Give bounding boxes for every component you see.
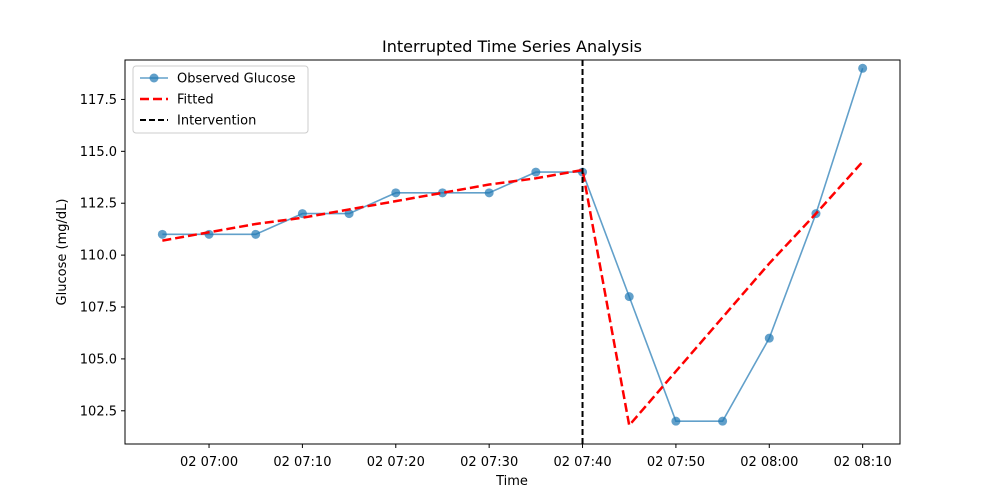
plot-area bbox=[157, 60, 868, 444]
chart-title: Interrupted Time Series Analysis bbox=[382, 37, 642, 56]
y-tick-label: 115.0 bbox=[80, 145, 117, 160]
observed-point bbox=[718, 416, 728, 426]
x-axis: 02 07:00 02 07:10 02 07:20 02 07:30 02 07:40… bbox=[180, 444, 892, 470]
observed-point bbox=[437, 188, 447, 198]
observed-point bbox=[251, 229, 261, 239]
x-tick-label: 02 07:00 bbox=[180, 455, 238, 470]
legend-label: Fitted bbox=[177, 93, 214, 108]
y-tick-label: 102.5 bbox=[80, 404, 117, 419]
x-tick-label: 02 07:20 bbox=[367, 455, 425, 470]
legend: Observed Glucose Fitted Intervention bbox=[132, 65, 309, 134]
plot-frame bbox=[124, 59, 901, 445]
y-tick-label: 105.0 bbox=[80, 352, 117, 367]
y-axis-title: Glucose (mg/dL) bbox=[55, 199, 70, 306]
fitted-line bbox=[162, 160, 864, 429]
x-tick-label: 02 07:50 bbox=[647, 455, 705, 470]
observed-point bbox=[157, 229, 167, 239]
legend-box bbox=[132, 65, 309, 134]
observed-point bbox=[297, 209, 307, 219]
x-tick-label: 02 08:00 bbox=[740, 455, 798, 470]
x-axis-title: Time bbox=[495, 474, 528, 489]
observed-point bbox=[391, 188, 401, 198]
observed-point bbox=[484, 188, 494, 198]
legend-label: Intervention bbox=[177, 114, 256, 129]
observed-point bbox=[858, 63, 868, 73]
y-tick-label: 107.5 bbox=[80, 301, 117, 316]
x-tick-label: 02 08:10 bbox=[834, 455, 892, 470]
observed-point bbox=[344, 209, 354, 219]
x-tick-label: 02 07:40 bbox=[553, 455, 611, 470]
legend-observed-marker bbox=[149, 73, 159, 83]
y-tick-label: 110.0 bbox=[80, 249, 117, 264]
y-tick-label: 117.5 bbox=[80, 93, 117, 108]
x-tick-label: 02 07:30 bbox=[460, 455, 518, 470]
x-tick-label: 02 07:10 bbox=[273, 455, 331, 470]
y-tick-label: 112.5 bbox=[80, 197, 117, 212]
y-axis: 102.5 105.0 107.5 110.0 112.5 115.0 117.5 bbox=[80, 93, 125, 419]
observed-point bbox=[624, 292, 634, 302]
legend-label: Observed Glucose bbox=[177, 72, 295, 87]
observed-point bbox=[531, 167, 541, 177]
observed-point bbox=[671, 416, 681, 426]
observed-point bbox=[764, 333, 774, 343]
